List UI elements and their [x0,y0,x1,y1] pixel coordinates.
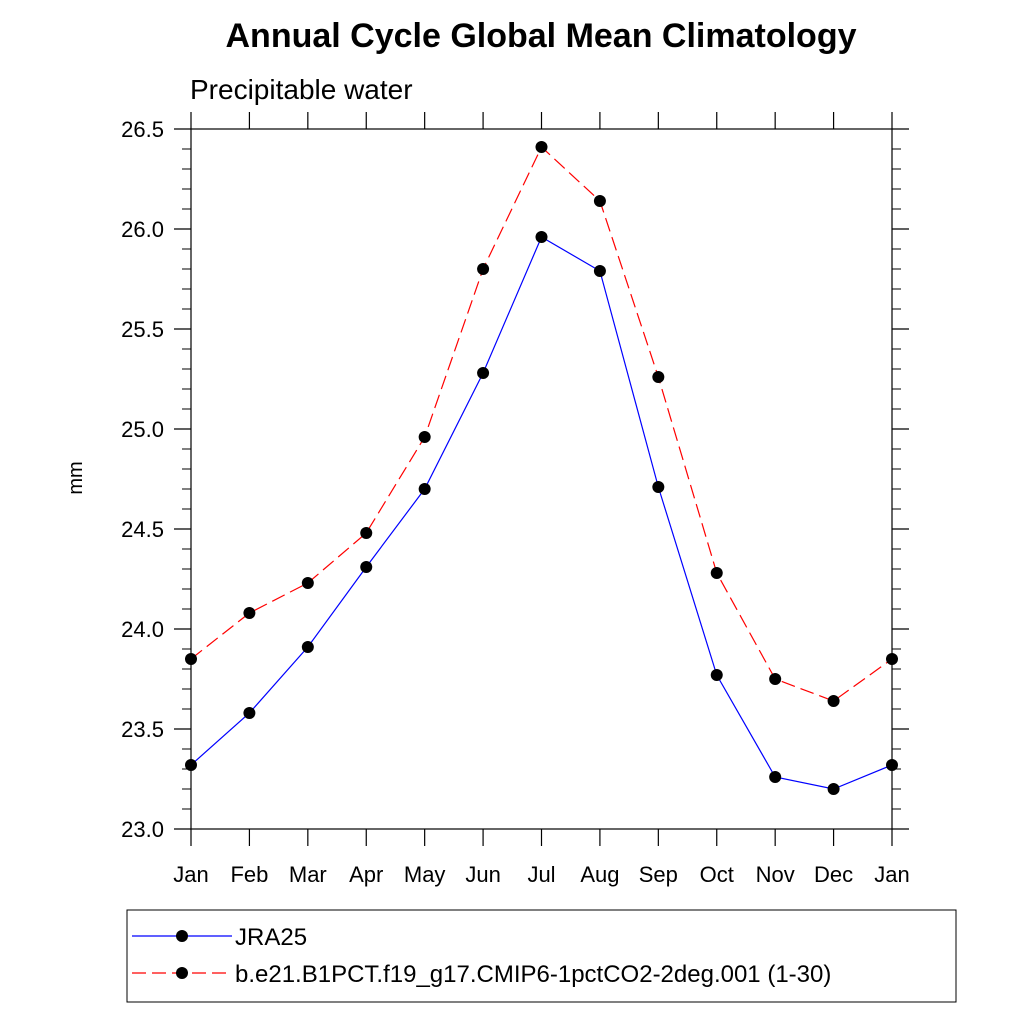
series-2-point [477,263,490,275]
chart-subtitle: Precipitable water [190,74,413,105]
series-1-point [769,771,782,783]
series-1-point [886,759,898,771]
x-tick-label: Oct [700,862,734,887]
x-tick-label: Feb [230,862,268,887]
series-2-point [535,141,548,153]
series-1-point [477,367,490,379]
y-tick-label: 23.0 [121,817,164,842]
y-tick-label: 26.5 [121,117,164,142]
x-tick-label: Dec [814,862,853,887]
y-tick-label: 24.0 [121,617,164,642]
series-2-point [886,653,898,665]
series-2-point [769,673,782,685]
x-tick-label: Jul [527,862,555,887]
chart-title: Annual Cycle Global Mean Climatology [226,17,857,55]
series-2-point [710,567,723,579]
x-tick-label: Jan [173,862,208,887]
x-tick-label: Jan [874,862,909,887]
series-1-point [301,641,314,653]
series-1-point [652,481,665,493]
x-tick-label: Nov [756,862,795,887]
legend: JRA25 b.e21.B1PCT.f19_g17.CMIP6-1pctCO2-2… [132,924,831,988]
y-axis-label: mm [65,461,87,494]
y-tick-label: 23.5 [121,717,164,742]
plot-area: 23.0 23.5 24.0 24.5 25.0 25.5 26.0 26.5 Jan Feb Ma… [121,112,910,887]
series-2-point [652,371,665,383]
series-line-1 [190,236,893,790]
x-tick-label: Mar [289,862,327,887]
x-tick-label: Apr [349,862,383,887]
series-1-point [535,231,548,243]
series-1-point [185,759,197,771]
y-tick-label: 25.5 [121,317,164,342]
x-tick-label: Sep [639,862,678,887]
series-1-point [360,561,373,573]
legend-label-2: b.e21.B1PCT.f19_g17.CMIP6-1pctCO2-2deg.0… [235,961,831,988]
series-2-point [243,607,256,619]
series-1-point [827,783,840,795]
series-2-point [827,695,840,707]
legend-label-1: JRA25 [235,924,307,951]
series-2-point [360,527,373,539]
legend-marker-2 [176,967,188,979]
series-1-point [593,265,606,277]
series-2-point [418,431,431,443]
x-tick-label: May [404,862,446,887]
legend-box [126,909,957,1003]
series-1-point [418,483,431,495]
series-2-point [593,195,606,207]
series-line-2 [190,146,893,702]
series-2-point [301,577,314,589]
y-tick-label: 26.0 [121,217,164,242]
x-tick-label: Aug [580,862,619,887]
series-1-point [710,669,723,681]
x-tick-label: Jun [465,862,500,887]
legend-marker-1 [176,930,188,942]
series-2-point [185,653,197,665]
series-1-point [243,707,256,719]
y-tick-label: 24.5 [121,517,164,542]
y-tick-label: 25.0 [121,417,164,442]
